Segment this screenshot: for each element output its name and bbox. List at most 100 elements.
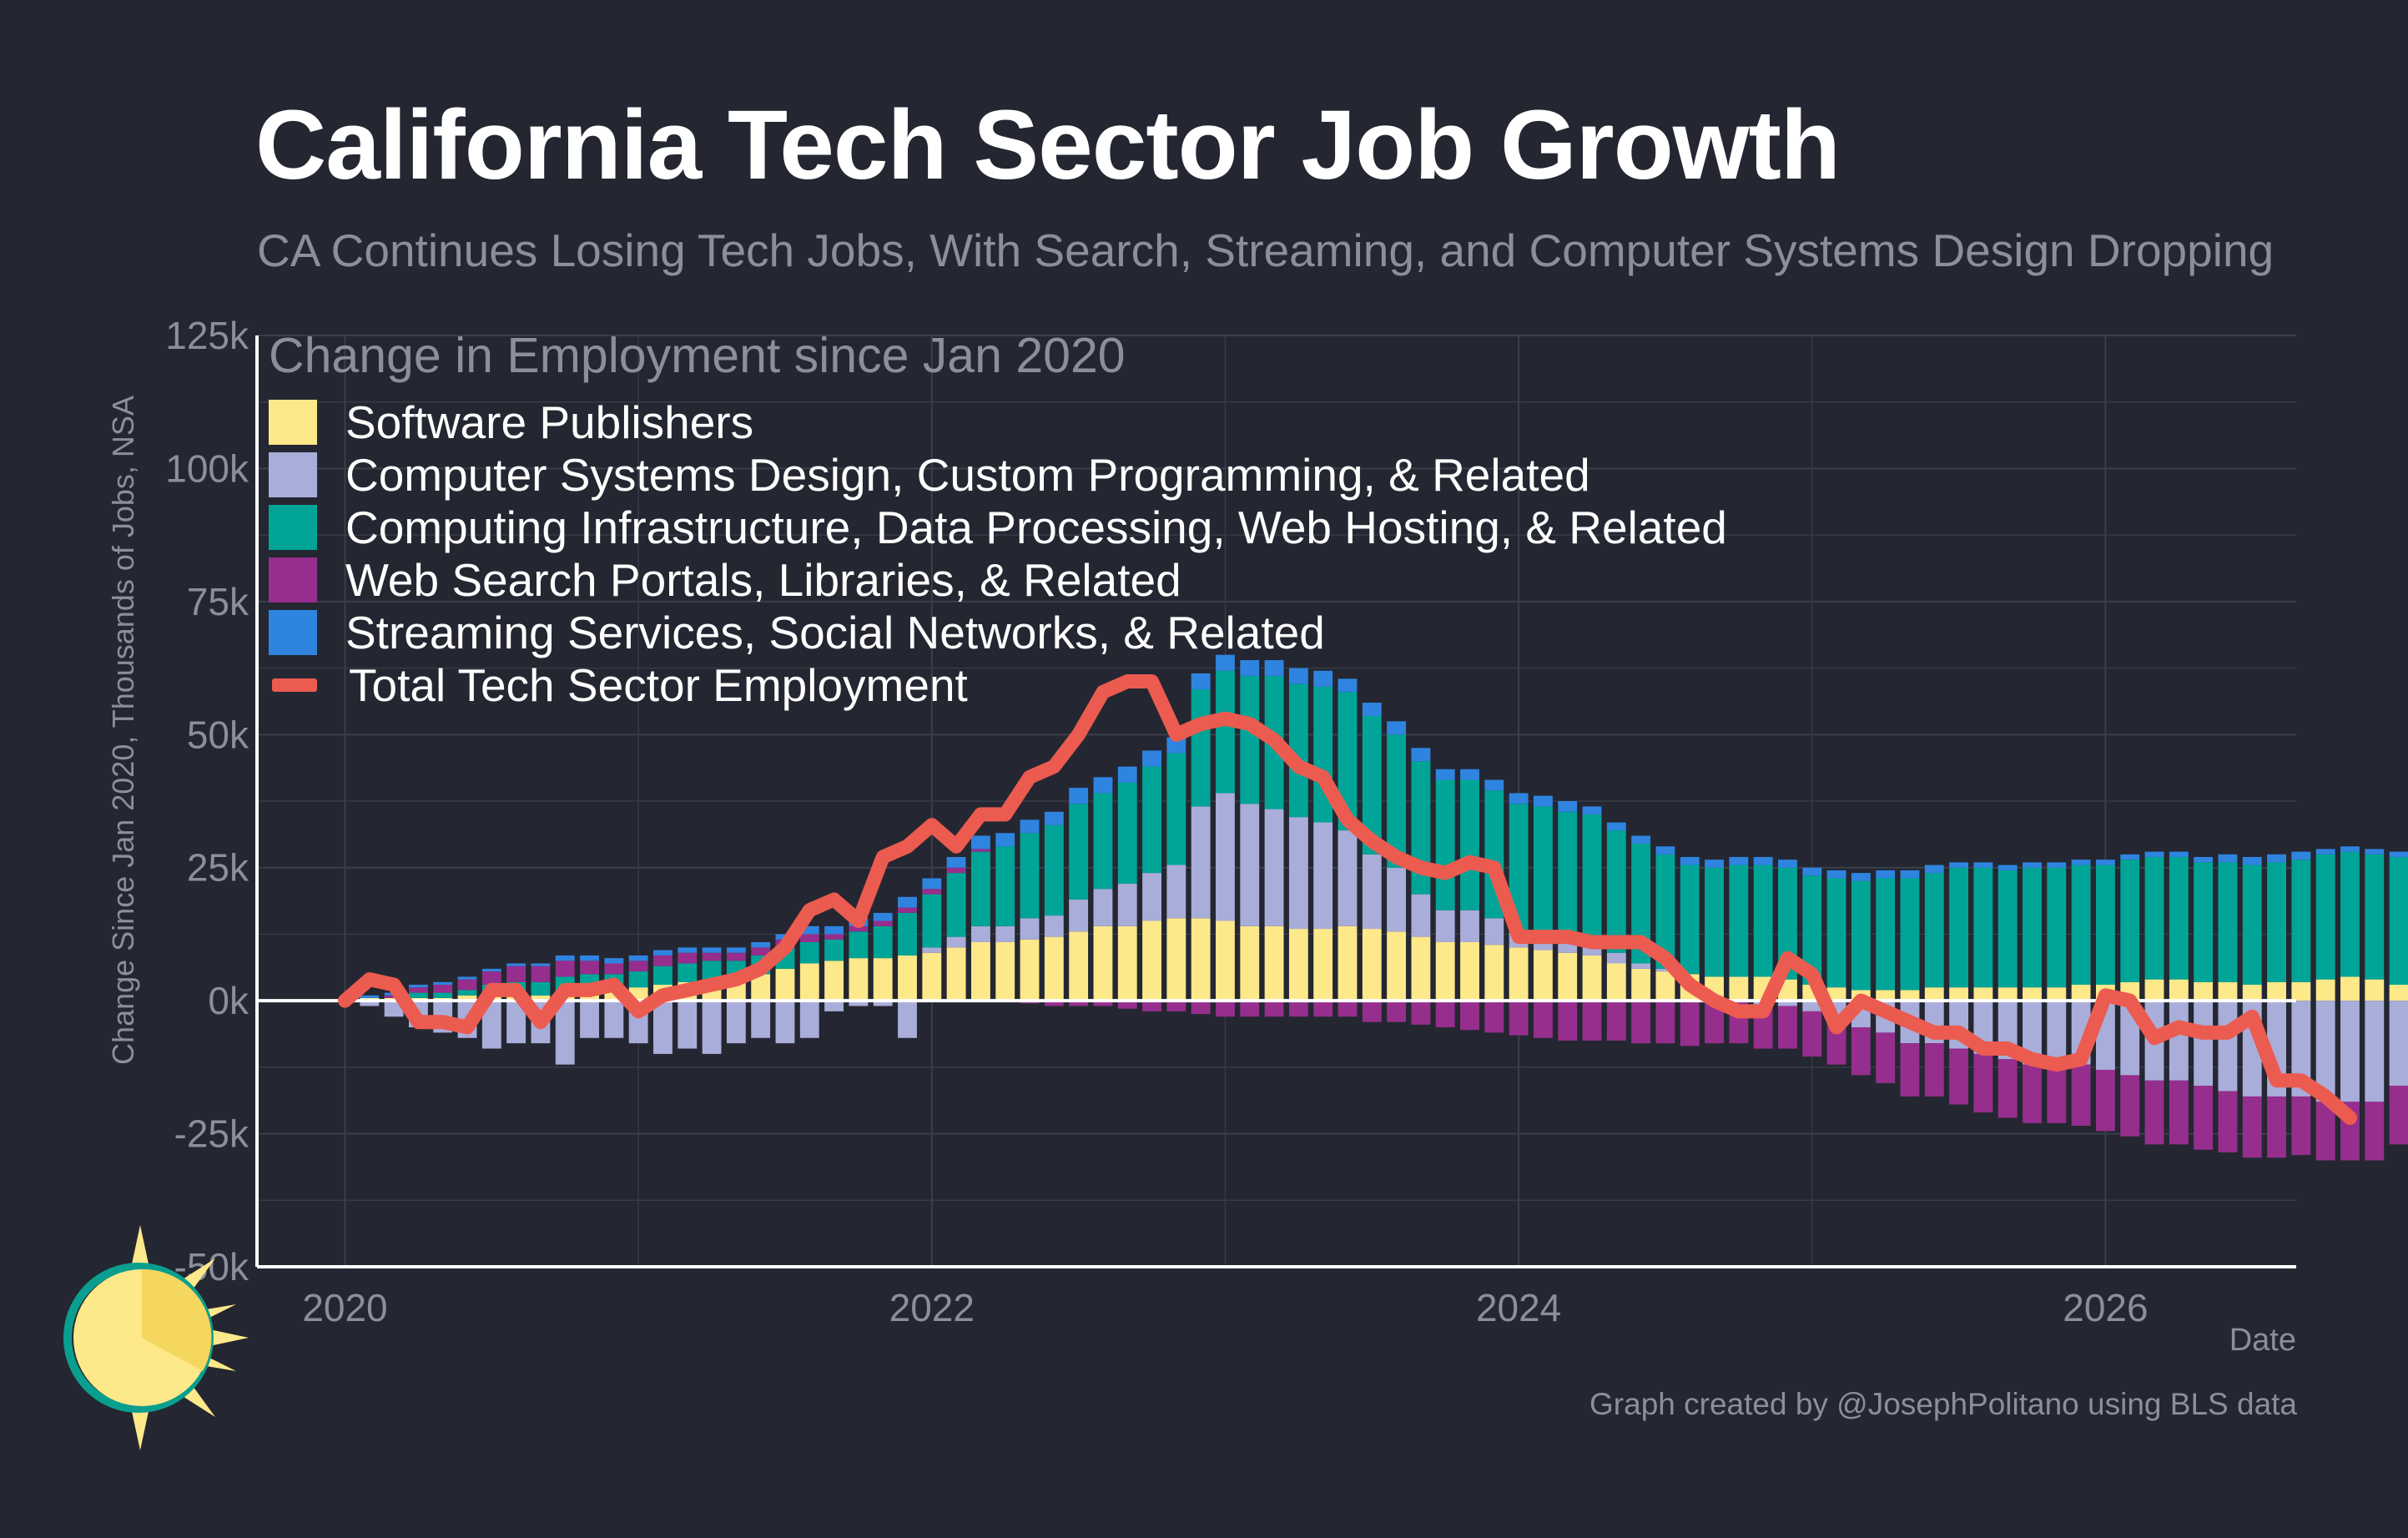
bar-segment [2169, 851, 2189, 857]
bar-segment [2144, 856, 2164, 980]
bar-segment [922, 952, 942, 1001]
bar-segment [824, 961, 844, 1001]
bar-segment [1509, 793, 1529, 804]
bar-segment [1631, 844, 1651, 964]
bar-segment [1044, 936, 1064, 1001]
bar-segment [2365, 854, 2385, 980]
bar-segment [1460, 779, 1479, 910]
bar-segment [1876, 870, 1896, 879]
bar-segment [2365, 1102, 2385, 1161]
chart-title: California Tech Sector Job Growth [255, 90, 1841, 200]
bar-segment [1558, 952, 1578, 1001]
bar-segment [824, 939, 844, 961]
bar-segment [1460, 910, 1479, 942]
bar-segment [2120, 854, 2140, 860]
bar-segment [2023, 1001, 2042, 1065]
bar-segment [1069, 899, 1089, 932]
legend-swatch-total-tech-sector [272, 678, 317, 692]
bar-segment [481, 971, 501, 986]
bar-segment [2120, 860, 2140, 982]
legend-item-computing-infrastructure: Computing Infrastructure, Data Processin… [269, 501, 1727, 553]
bar-segment [1216, 670, 1235, 794]
bar-segment [1876, 1032, 1896, 1083]
legend-item-streaming-services: Streaming Services, Social Networks, & R… [269, 606, 1727, 658]
bar-segment [1387, 867, 1407, 932]
bar-segment [2267, 981, 2286, 1001]
bar-segment [1655, 846, 1675, 855]
bar-segment [1484, 945, 1504, 1001]
bar-segment [1044, 811, 1064, 825]
bar-segment [873, 912, 893, 921]
bar-segment [408, 992, 428, 998]
bar-segment [1288, 668, 1308, 684]
bar-segment [1558, 1001, 1578, 1041]
bar-segment [580, 961, 599, 975]
legend: Change in Employment since Jan 2020 Soft… [269, 327, 1727, 711]
bar-segment [1606, 822, 1626, 831]
bar-segment [1460, 941, 1479, 1001]
bar-segment [2267, 1096, 2286, 1158]
bar-segment [1264, 809, 1284, 926]
axes [255, 335, 2296, 1268]
bar-segment [995, 846, 1015, 926]
bar-segment [2291, 981, 2311, 1001]
y-tick-label: 0k [208, 979, 249, 1022]
bar-segment [1900, 878, 1920, 991]
bar-segment [1166, 865, 1186, 919]
bar-segment [1166, 753, 1186, 865]
bar-segment [1142, 750, 1161, 767]
bar-segment [2218, 1001, 2238, 1092]
bar-segment [1313, 1001, 1333, 1017]
bar-segment [1093, 889, 1113, 926]
bar-segment [922, 878, 942, 890]
bar-segment [702, 947, 722, 953]
bar-segment [2047, 987, 2067, 1001]
bar-segment [1093, 777, 1113, 794]
bar-segment [2071, 1064, 2091, 1127]
bar-segment [1191, 1001, 1211, 1015]
bar-segment [457, 979, 477, 991]
bar-segment [360, 1001, 380, 1006]
bar-segment [2315, 854, 2335, 980]
bar-segment [849, 958, 869, 1001]
bar-segment [1093, 925, 1113, 1001]
bar-segment [1093, 1001, 1113, 1006]
legend-swatch-software-publishers [269, 399, 317, 445]
legend-label: Computer Systems Design, Custom Programm… [345, 448, 1590, 501]
bar-segment [898, 896, 917, 908]
bar-segment [1949, 862, 1969, 868]
bar-segment [1900, 1043, 1920, 1097]
bar-segment [1558, 811, 1578, 937]
legend-label: Computing Infrastructure, Data Processin… [345, 501, 1727, 553]
bar-segment [2023, 862, 2042, 868]
bar-segment [946, 856, 966, 868]
bar-segment [1973, 1053, 1993, 1113]
bar-segment [1484, 779, 1504, 791]
bar-segment [2340, 851, 2360, 977]
bar-segment [678, 952, 698, 964]
bar-segment [1069, 788, 1089, 804]
bar-segment [1655, 854, 1675, 969]
bar-segment [506, 963, 526, 966]
bar-segment [751, 1001, 771, 1038]
bar-segment [1337, 925, 1358, 1001]
bar-segment [751, 947, 771, 956]
bar-segment [1924, 865, 1944, 874]
y-axis-label: Change Since Jan 2020, Thousands of Jobs… [106, 396, 140, 1065]
bar-segment [2315, 849, 2335, 855]
bar-segment [1876, 878, 1896, 991]
bar-segment [2169, 1080, 2189, 1145]
bar-segment [1044, 1001, 1064, 1006]
bar-segment [1313, 670, 1333, 687]
bar-segment [1337, 692, 1358, 831]
bar-segment [433, 981, 453, 986]
bar-segment [2095, 865, 2115, 986]
bar-segment [1240, 1001, 1260, 1017]
bar-segment [2095, 1070, 2115, 1132]
bar-segment [1924, 873, 1944, 988]
bar-segment [946, 873, 966, 937]
bar-segment [2291, 851, 2311, 860]
bar-segment [1826, 878, 1846, 988]
bar-segment [2365, 979, 2385, 1001]
bar-segment [1631, 968, 1651, 1001]
